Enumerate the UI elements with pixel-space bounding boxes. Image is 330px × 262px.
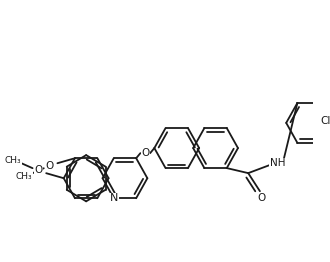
Text: O: O xyxy=(141,148,149,158)
Text: N: N xyxy=(110,193,118,203)
Text: O: O xyxy=(34,165,43,175)
Text: Cl: Cl xyxy=(320,116,330,126)
Text: NH: NH xyxy=(270,158,285,168)
Text: O: O xyxy=(258,193,266,203)
Text: CH₃: CH₃ xyxy=(16,172,33,181)
Text: CH₃: CH₃ xyxy=(5,156,21,165)
Text: O: O xyxy=(46,161,54,171)
